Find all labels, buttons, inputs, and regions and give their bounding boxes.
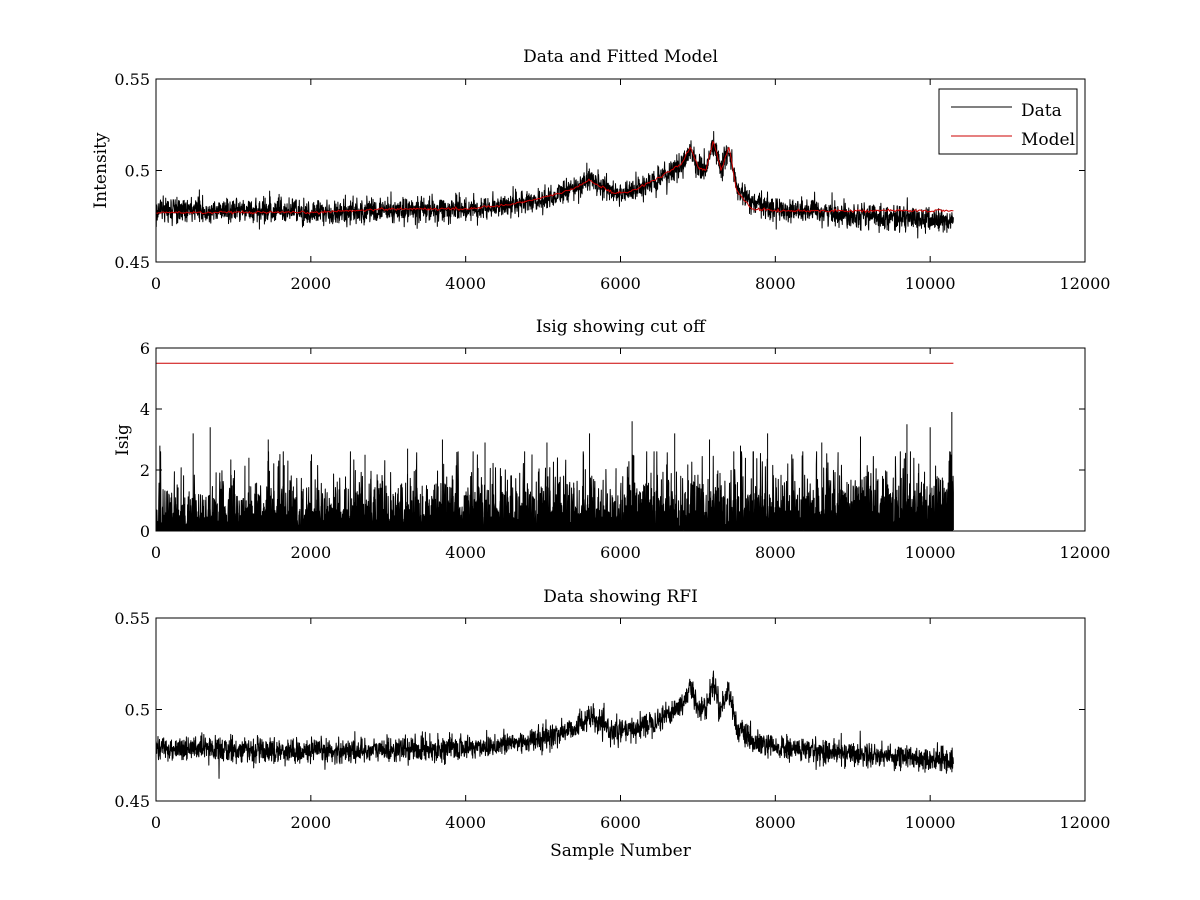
panel-1-ticks: 0 2000 4000 6000 8000 10000 12000 0.45 0.5 0.55 [114, 70, 1110, 293]
y-tick-label: 0.45 [114, 792, 150, 811]
panel-2-axes-box [155, 347, 1086, 532]
panel-1-title: Data and Fitted Model [523, 47, 718, 67]
legend-box [938, 88, 1078, 155]
series-line-data [155, 131, 954, 239]
x-tick-label: 10000 [905, 543, 956, 562]
y-tick-label: 0.45 [114, 253, 150, 272]
x-tick-label: 0 [151, 543, 161, 562]
x-tick-label: 8000 [755, 813, 796, 832]
series-line-isig [155, 412, 954, 531]
x-tick-label: 10000 [905, 274, 956, 293]
panel-3-xlabel: Sample Number [550, 841, 692, 861]
x-tick-label: 2000 [290, 813, 331, 832]
x-tick-label: 2000 [290, 543, 331, 562]
panel-2-ylabel: Isig [113, 424, 133, 456]
x-tick-label: 12000 [1060, 813, 1111, 832]
panel-data-showing-rfi: Data showing RFI 0 2000 4000 6000 8000 10000 1… [114, 587, 1110, 861]
series-line-data [155, 670, 954, 779]
x-tick-label: 8000 [755, 543, 796, 562]
y-tick-label: 2 [140, 461, 150, 480]
panel-1-legend: Data Model [938, 88, 1078, 155]
legend-model-label: Model [1021, 130, 1075, 150]
y-tick-label: 0.55 [114, 609, 150, 628]
x-tick-label: 0 [151, 813, 161, 832]
x-tick-label: 10000 [905, 813, 956, 832]
x-tick-label: 4000 [445, 274, 486, 293]
panel-1-axes-box [155, 78, 1086, 263]
panel-isig-showing-cut-off: Isig showing cut off Isig 0 2000 4000 6000 8… [113, 317, 1110, 562]
panel-2-plot-area [155, 362, 954, 531]
panel-1-plot-area [155, 131, 954, 239]
x-tick-label: 0 [151, 274, 161, 293]
x-tick-label: 6000 [600, 813, 641, 832]
y-tick-label: 0 [140, 522, 150, 541]
legend-data-label: Data [1021, 101, 1062, 121]
x-tick-label: 6000 [600, 274, 641, 293]
y-tick-label: 0.55 [114, 70, 150, 89]
y-tick-label: 0.5 [125, 162, 150, 181]
x-tick-label: 2000 [290, 274, 331, 293]
y-tick-label: 0.5 [125, 701, 150, 720]
x-tick-label: 8000 [755, 274, 796, 293]
panel-1-ylabel: Intensity [91, 132, 111, 208]
x-tick-label: 4000 [445, 813, 486, 832]
x-tick-label: 12000 [1060, 543, 1111, 562]
panel-3-plot-area [155, 670, 954, 779]
series-line-model [155, 140, 954, 215]
y-tick-label: 4 [140, 400, 150, 419]
y-tick-label: 6 [140, 339, 150, 358]
panel-3-axes-box [155, 617, 1086, 802]
panel-3-ticks: 0 2000 4000 6000 8000 10000 12000 0.45 0.5 0.55 [114, 609, 1110, 832]
panel-data-and-fitted-model: Data and Fitted Model Intensity 0 2000 400… [91, 47, 1110, 293]
panel-3-title: Data showing RFI [543, 587, 698, 607]
x-tick-label: 12000 [1060, 274, 1111, 293]
panel-2-title: Isig showing cut off [536, 317, 707, 337]
x-tick-label: 4000 [445, 543, 486, 562]
panel-2-ticks: 0 2000 4000 6000 8000 10000 12000 0 2 4 6 [140, 339, 1111, 562]
x-tick-label: 6000 [600, 543, 641, 562]
